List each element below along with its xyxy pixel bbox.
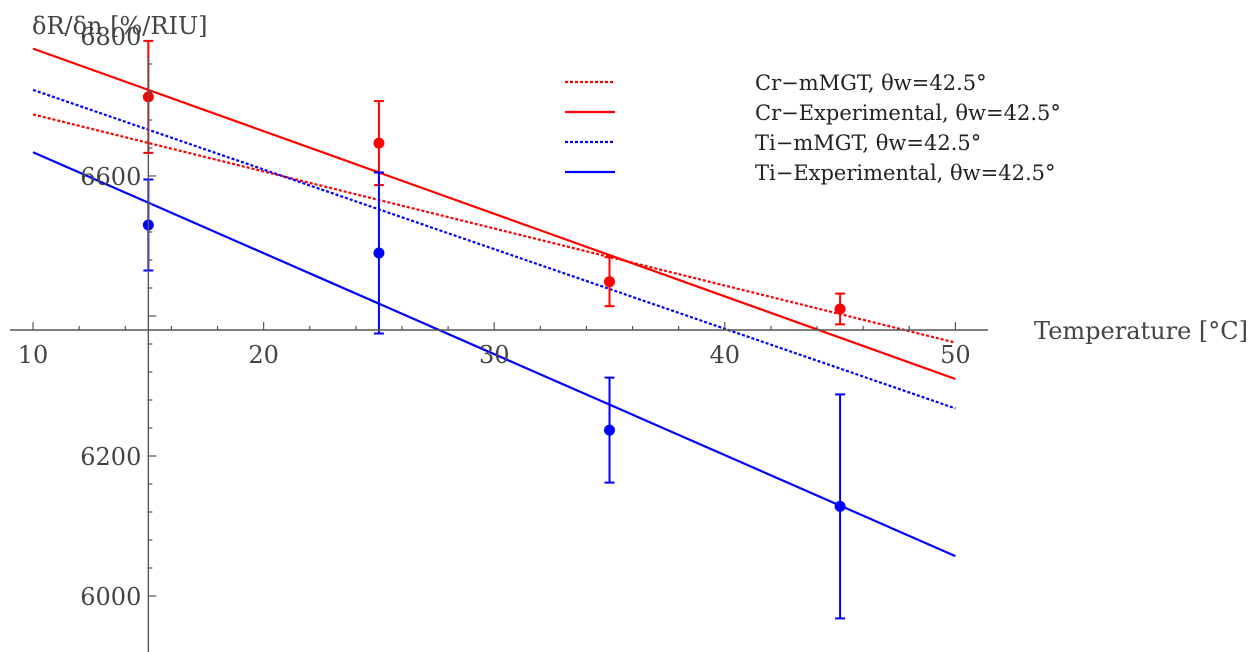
legend: Cr−mMGT, θw=42.5° Cr−Experimental, θw=42.… <box>565 71 1061 185</box>
series-line <box>32 151 956 558</box>
legend-label: Cr−Experimental, θw=42.5° <box>755 101 1061 125</box>
y-tick-label: 6200 <box>80 443 141 471</box>
y-axis-label: δR/δn [%/RIU] <box>32 12 208 40</box>
tick-labels: 10 20 30 40 50 6000 6200 6600 6800 <box>18 23 971 611</box>
axes <box>10 58 988 652</box>
data-point <box>834 303 846 315</box>
x-tick-label: 50 <box>940 341 971 369</box>
legend-label: Cr−mMGT, θw=42.5° <box>755 71 987 95</box>
legend-label: Ti−Experimental, θw=42.5° <box>755 161 1055 185</box>
x-tick-label: 20 <box>248 341 279 369</box>
data-point <box>604 424 616 436</box>
legend-label: Ti−mMGT, θw=42.5° <box>755 131 981 155</box>
y-tick-label: 6800 <box>80 23 141 51</box>
data-point <box>604 276 616 288</box>
data-point <box>834 500 846 512</box>
series-line <box>32 47 956 381</box>
ticks <box>32 63 956 597</box>
data-point <box>373 247 385 259</box>
x-axis-label: Temperature [°C] <box>1034 317 1248 345</box>
series-line <box>32 113 956 344</box>
data-point <box>373 137 385 149</box>
x-tick-label: 10 <box>18 341 49 369</box>
x-tick-label: 30 <box>479 341 510 369</box>
series-lines <box>32 47 956 558</box>
y-tick-label: 6600 <box>80 163 141 191</box>
x-tick-label: 40 <box>710 341 741 369</box>
y-tick-label: 6000 <box>80 583 141 611</box>
series-line <box>32 88 956 410</box>
